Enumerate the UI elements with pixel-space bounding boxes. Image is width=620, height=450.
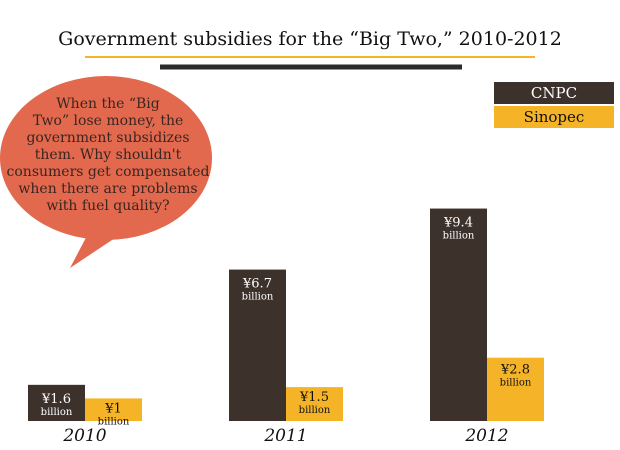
speech-bubble-line: them. Why shouldn't xyxy=(35,147,182,163)
speech-bubble: When the “Big Two” lose money, the governm… xyxy=(0,76,212,268)
legend-label-cnpc: CNPC xyxy=(531,84,577,102)
speech-bubble-line: Two” lose money, the xyxy=(33,113,184,129)
speech-bubble-line: when there are problems xyxy=(18,181,197,197)
value-label-cnpc-2012: ¥9.4 xyxy=(443,216,473,231)
x-label-2011: 2011 xyxy=(263,426,307,446)
unit-label-cnpc-2012: billion xyxy=(443,231,475,242)
value-label-sinopec-2011: ¥1.5 xyxy=(299,390,329,405)
unit-label-sinopec-2011: billion xyxy=(299,405,331,416)
bar-cnpc-2012 xyxy=(430,208,487,421)
chart-title: Government subsidies for the “Big Two,” … xyxy=(58,28,562,50)
bar-sinopec-2012 xyxy=(487,357,544,421)
speech-bubble-line: consumers get compensated xyxy=(7,164,210,180)
speech-bubble-text: When the “Big Two” lose money, the governm… xyxy=(7,96,210,214)
speech-bubble-line: When the “Big xyxy=(56,96,159,112)
unit-label-sinopec-2010: billion xyxy=(98,416,130,427)
bar-cnpc-2011 xyxy=(229,269,286,421)
bar-sinopec-2010 xyxy=(85,398,142,421)
value-label-cnpc-2011: ¥6.7 xyxy=(242,277,272,292)
x-axis-labels: 2010 2011 2012 xyxy=(62,426,508,446)
speech-bubble-line: with fuel quality? xyxy=(46,198,169,214)
bar-sinopec-2011 xyxy=(286,387,343,421)
value-label-sinopec-2012: ¥2.8 xyxy=(500,363,530,378)
bar-cnpc-2010 xyxy=(28,384,85,421)
legend-swatch-cnpc xyxy=(494,82,614,104)
speech-bubble-body xyxy=(0,76,212,240)
x-label-2012: 2012 xyxy=(464,426,508,446)
x-label-2010: 2010 xyxy=(62,426,106,446)
speech-bubble-line: government subsidizes xyxy=(26,130,189,146)
legend-swatch-sinopec xyxy=(494,106,614,128)
value-label-sinopec-2010: ¥1 xyxy=(104,401,122,416)
legend-label-sinopec: Sinopec xyxy=(524,108,585,126)
unit-label-cnpc-2011: billion xyxy=(242,292,274,303)
unit-label-cnpc-2010: billion xyxy=(41,407,73,418)
value-label-cnpc-2010: ¥1.6 xyxy=(41,392,71,407)
legend: CNPC Sinopec xyxy=(494,82,614,128)
unit-label-sinopec-2012: billion xyxy=(500,378,532,389)
